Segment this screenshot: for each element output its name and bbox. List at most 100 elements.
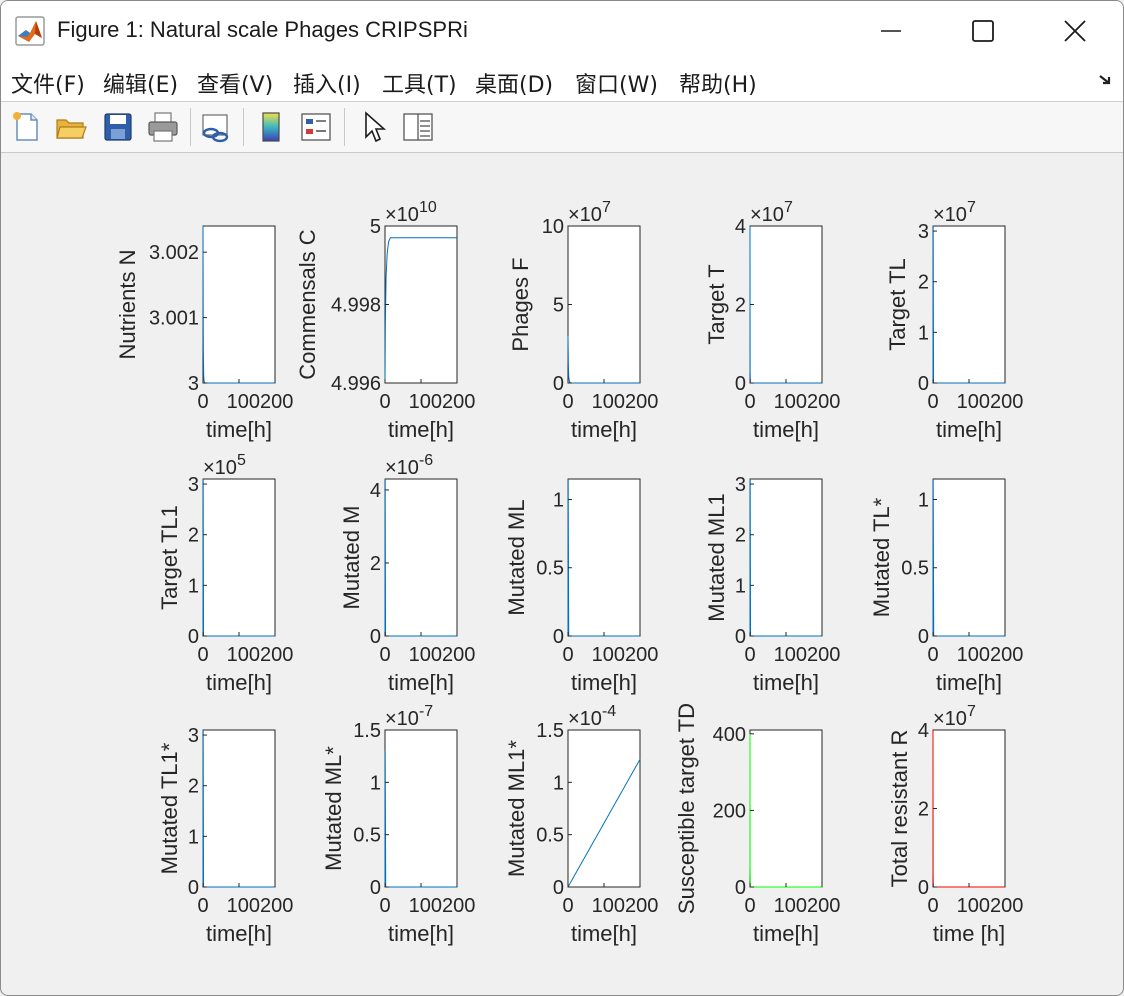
subplot-4[interactable]: 0 100200 0 2 4×107 time[h] Target T	[704, 199, 840, 442]
y-tick-label: 0	[553, 877, 564, 899]
x-tick-label: 100200	[957, 895, 1024, 917]
x-tick-label: 100200	[774, 644, 841, 666]
x-tick-label: 0	[562, 895, 573, 917]
exponent-label: ×107	[933, 703, 976, 730]
toolbar-separator	[190, 108, 191, 146]
maximize-button[interactable]	[937, 1, 1029, 61]
insert-legend-icon[interactable]	[299, 110, 333, 144]
title-bar[interactable]: Figure 1: Natural scale Phages CRIPSPRi	[1, 1, 1123, 61]
toolbar-separator	[344, 108, 345, 146]
menu-edit[interactable]: 编辑(E)	[103, 73, 179, 98]
y-tick-label: 2	[188, 776, 199, 798]
subplot-3[interactable]: 0 100200 0 5 10×107 time[h] Phages F	[508, 199, 658, 442]
open-file-icon[interactable]	[54, 110, 88, 144]
x-axis-label: time[h]	[388, 670, 454, 695]
x-axis-label: time[h]	[206, 670, 272, 695]
y-tick-label: 0	[188, 626, 199, 648]
subplot-6[interactable]: 0 100200 0 1 2 3×105 time[h] Target TL1	[157, 452, 293, 695]
close-icon	[1064, 20, 1086, 42]
x-axis-label: time[h]	[206, 417, 272, 442]
menu-file[interactable]: 文件(F)	[11, 73, 85, 98]
menu-insert[interactable]: 插入(I)	[293, 73, 361, 98]
y-tick-label: 3	[188, 373, 199, 395]
link-plot-icon[interactable]	[199, 110, 233, 144]
subplot-15[interactable]: 0 100200 0 2 4×107 time [h] Total resistant R	[887, 703, 1023, 946]
x-tick-label: 100200	[409, 391, 476, 413]
x-tick-label: 100200	[227, 391, 294, 413]
y-tick-label: 2	[188, 525, 199, 547]
subplot-7[interactable]: 0 100200 0 2 4×10-6 time[h] Mutated M	[339, 452, 475, 695]
subplot-1[interactable]: 0 100200 3 3.001 3.002 time[h] Nutrients N	[115, 225, 294, 442]
menu-desktop[interactable]: 桌面(D)	[475, 73, 554, 98]
y-axis-label: Phages F	[508, 257, 533, 351]
subplot-12[interactable]: 0 100200 0 0.5 1 1.5×10-7 time[h] Mutated ML*	[321, 703, 475, 946]
y-tick-label: 0.5	[901, 558, 929, 580]
y-tick-label: 10	[542, 216, 564, 238]
x-tick-label: 0	[744, 391, 755, 413]
x-tick-label: 0	[379, 895, 390, 917]
x-tick-label: 0	[562, 391, 573, 413]
insert-colorbar-icon[interactable]	[254, 110, 288, 144]
series-line	[384, 237, 457, 384]
y-tick-label: 4.998	[331, 295, 381, 317]
close-button[interactable]	[1029, 1, 1121, 61]
y-tick-label: 0	[735, 626, 746, 648]
y-tick-label: 1.5	[353, 720, 381, 742]
subplot-11[interactable]: 0 100200 0 1 2 3 time[h] Mutated TL1*	[157, 725, 293, 946]
edit-plot-pointer-icon[interactable]	[357, 110, 391, 144]
x-axis-label: time[h]	[753, 417, 819, 442]
dock-arrow-icon[interactable]	[1097, 71, 1115, 89]
x-axis-label: time[h]	[388, 921, 454, 946]
axes-box	[749, 729, 823, 888]
axes-box	[567, 729, 641, 888]
y-tick-label: 1	[370, 772, 381, 794]
property-inspector-icon[interactable]	[401, 110, 435, 144]
y-tick-label: 3	[918, 221, 929, 243]
series-line	[567, 335, 640, 384]
y-tick-label: 5	[370, 216, 381, 238]
y-axis-label: Nutrients N	[115, 249, 140, 359]
y-tick-label: 0.5	[353, 825, 381, 847]
menu-window[interactable]: 窗口(W)	[575, 73, 658, 98]
save-icon[interactable]	[101, 110, 135, 144]
figure-canvas[interactable]: 0 100200 3 3.001 3.002 time[h] Nutrients N 0 100…	[1, 153, 1123, 995]
x-tick-label: 0	[562, 644, 573, 666]
y-axis-label: Susceptible target TD	[674, 703, 699, 914]
x-tick-label: 100200	[592, 895, 659, 917]
menu-help[interactable]: 帮助(H)	[679, 73, 757, 98]
subplot-10[interactable]: 0 100200 0 0.5 1 time[h] Mutated TL*	[869, 478, 1024, 695]
x-axis-label: time[h]	[571, 921, 637, 946]
subplot-13[interactable]: 0 100200 0 0.5 1 1.5×10-4 time[h] Mutated ML1*	[504, 703, 658, 946]
x-tick-label: 100200	[227, 895, 294, 917]
x-tick-label: 0	[197, 895, 208, 917]
subplot-5[interactable]: 0 100200 0 1 2 3×107 time[h] Target TL	[885, 199, 1023, 442]
x-tick-label: 100200	[592, 391, 659, 413]
axes-box	[932, 729, 1006, 888]
subplot-9[interactable]: 0 100200 0 1 2 3 time[h] Mutated ML1	[704, 474, 840, 695]
maximize-icon	[972, 20, 994, 42]
subplot-2[interactable]: 0 100200 4.996 4.998 5×1010 time[h] Commensals…	[295, 199, 475, 442]
y-tick-label: 4	[370, 480, 381, 502]
exponent-label: ×10-6	[385, 452, 433, 479]
menu-view[interactable]: 查看(V)	[197, 73, 274, 98]
y-tick-label: 3	[735, 474, 746, 496]
minimize-button[interactable]	[845, 1, 937, 61]
axes-box	[749, 225, 823, 384]
new-figure-icon[interactable]	[9, 110, 43, 144]
subplot-14[interactable]: 0 100200 0 200 400 time[h] Susceptible target …	[674, 703, 840, 946]
y-tick-label: 0	[553, 626, 564, 648]
y-tick-label: 1	[735, 575, 746, 597]
x-tick-label: 0	[197, 644, 208, 666]
x-tick-label: 100200	[957, 644, 1024, 666]
x-tick-label: 100200	[409, 644, 476, 666]
subplot-8[interactable]: 0 100200 0 0.5 1 time[h] Mutated ML	[504, 478, 659, 695]
matlab-logo-icon	[15, 16, 45, 46]
y-axis-label: Commensals C	[295, 229, 320, 379]
exponent-label: ×107	[568, 199, 611, 226]
x-tick-label: 0	[927, 644, 938, 666]
menu-tools[interactable]: 工具(T)	[382, 73, 457, 98]
y-axis-label: Mutated ML*	[321, 746, 346, 871]
x-tick-label: 100200	[592, 644, 659, 666]
y-tick-label: 0	[370, 626, 381, 648]
print-icon[interactable]	[146, 110, 180, 144]
